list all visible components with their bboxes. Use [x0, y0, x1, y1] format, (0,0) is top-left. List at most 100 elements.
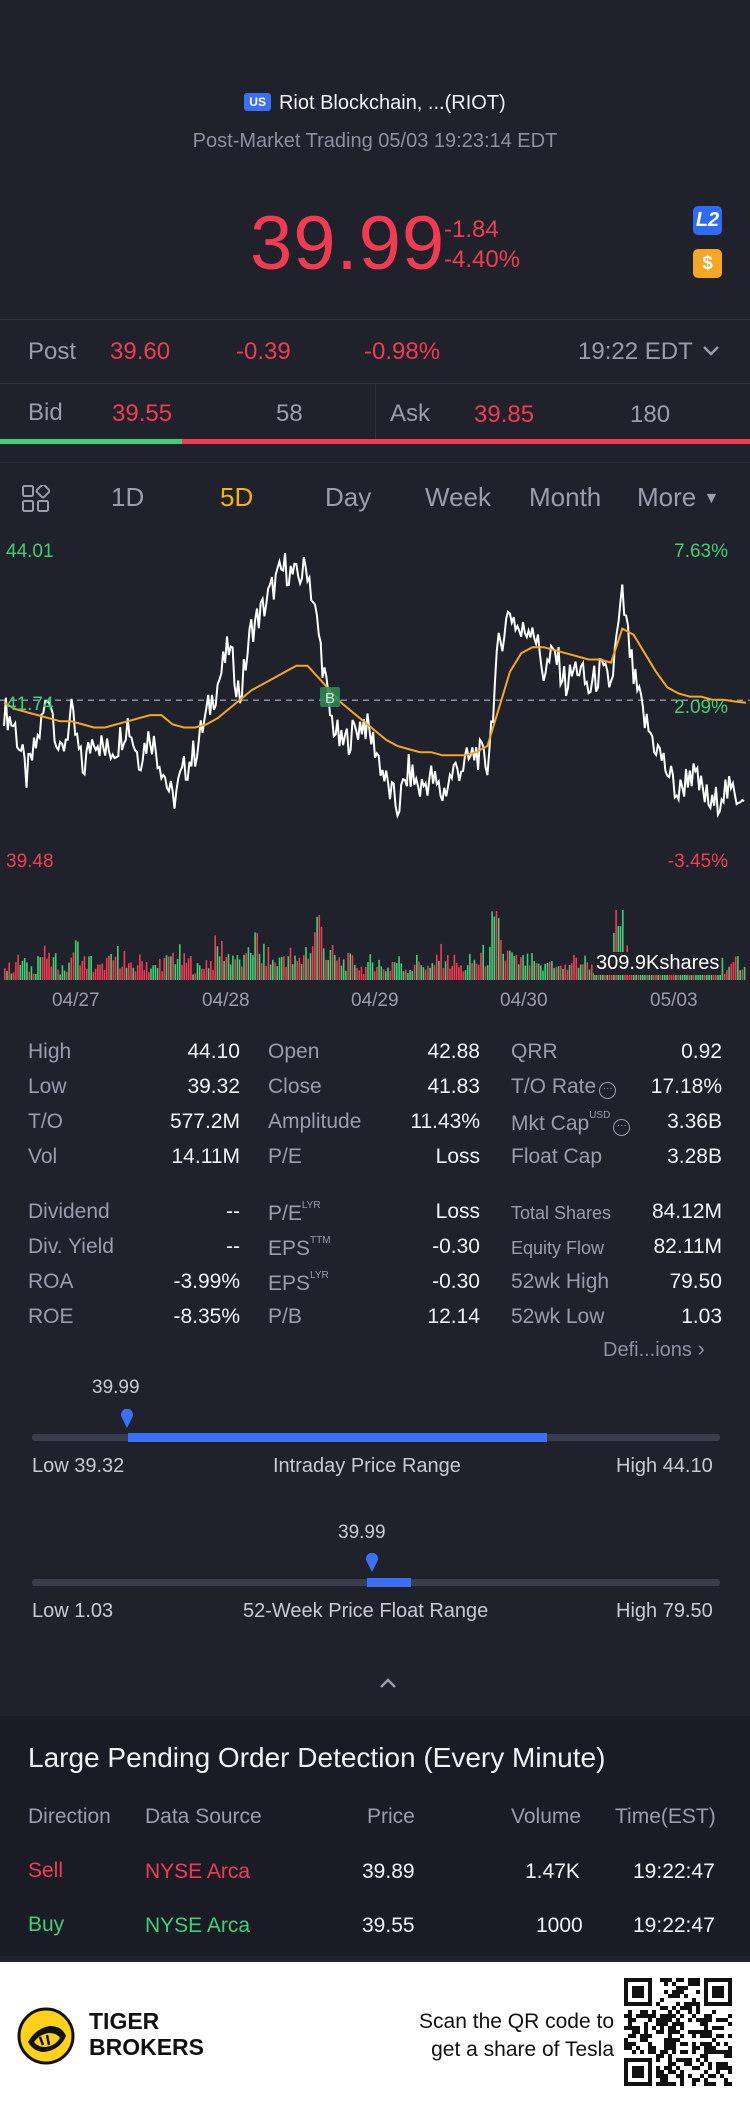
qr-module: [680, 2026, 684, 2030]
qr-module: [640, 2010, 644, 2014]
volume-bar: [318, 914, 321, 980]
qr-module: [672, 2082, 676, 2086]
volume-bar: [77, 941, 79, 980]
volume-bar: [81, 960, 84, 980]
qr-module: [628, 2046, 632, 2050]
stock-title[interactable]: US Riot Blockchain, ...(RIOT): [0, 92, 750, 115]
price-chart[interactable]: B: [0, 530, 750, 1000]
volume-bar: [451, 965, 453, 980]
y-axis-top-label: 44.01: [6, 541, 54, 562]
volume-bar: [314, 932, 316, 980]
volume-bar: [187, 958, 190, 980]
volume-bar: [376, 966, 378, 980]
qr-module: [680, 2014, 684, 2018]
tab-week[interactable]: Week: [425, 482, 491, 512]
volume-bar: [684, 974, 686, 980]
volume-bar: [291, 964, 294, 980]
qr-module: [640, 2002, 644, 2006]
qr-module: [676, 1990, 680, 1994]
qr-module: [688, 2006, 692, 2010]
volume-bar: [411, 970, 414, 980]
qr-module: [704, 1990, 708, 1994]
volume-bar: [597, 972, 600, 980]
tab-1d[interactable]: 1D: [111, 482, 145, 512]
volume-bar: [489, 946, 491, 980]
qr-module: [668, 2066, 672, 2070]
qr-module: [676, 2010, 680, 2014]
qr-module: [704, 1986, 708, 1990]
stat-value: -3.99%: [173, 1270, 240, 1293]
grid-icon[interactable]: [22, 485, 50, 513]
qr-module: [668, 2070, 672, 2074]
stat-label: 52wk Low: [511, 1305, 604, 1329]
qr-module: [676, 1978, 680, 1982]
volume-bar: [88, 956, 90, 980]
qr-module: [724, 2018, 728, 2022]
chart-canvas[interactable]: B: [0, 530, 750, 1000]
qr-module: [696, 1978, 700, 1982]
volume-bar: [57, 969, 59, 980]
qr-module: [728, 2002, 732, 2006]
volume-bar: [159, 958, 161, 980]
stat-value: 14.11M: [171, 1145, 241, 1168]
volume-bar: [119, 968, 121, 980]
qr-module: [680, 1986, 684, 1990]
qr-module: [656, 2022, 660, 2026]
volume-bar: [497, 918, 500, 980]
volume-bar: [225, 957, 228, 980]
tab-month[interactable]: Month: [529, 482, 602, 512]
intraday-title: Intraday Price Range: [273, 1455, 461, 1477]
volume-bar: [449, 968, 451, 980]
qr-module: [648, 2058, 652, 2062]
qr-module: [648, 2074, 652, 2078]
chevron-up-icon[interactable]: [378, 1676, 398, 1690]
buy-marker[interactable]: [320, 686, 341, 707]
qr-module: [708, 2066, 712, 2070]
volume-bar: [39, 957, 41, 980]
qr-module: [668, 2038, 672, 2042]
volume-bar: [502, 953, 504, 980]
tab-5d[interactable]: 5D: [220, 482, 254, 512]
quote-header: US Riot Blockchain, ...(RIOT) Post-Market…: [0, 0, 750, 320]
volume-bar: [194, 973, 197, 980]
qr-module: [696, 2058, 700, 2062]
volume-bar: [495, 911, 498, 980]
qr-module: [628, 2022, 632, 2026]
volume-bar: [351, 955, 354, 980]
level2-badge[interactable]: L2: [693, 206, 722, 235]
volume-bar: [223, 961, 225, 980]
volume-bar: [316, 916, 318, 980]
volume-bar: [245, 953, 247, 980]
qr-module: [720, 2002, 724, 2006]
volume-bar: [236, 955, 239, 980]
stat-value: --: [226, 1200, 240, 1223]
qr-module: [644, 2034, 648, 2038]
qr-code[interactable]: [624, 1978, 732, 2086]
qr-module: [660, 2030, 664, 2034]
volume-bar: [721, 957, 724, 980]
qr-module: [656, 2054, 660, 2058]
volume-bar: [276, 966, 278, 980]
info-icon[interactable]: ···: [613, 1119, 631, 1136]
qr-module: [724, 1978, 728, 1982]
volume-bar: [90, 956, 92, 980]
info-icon[interactable]: ···: [599, 1082, 617, 1099]
tab-day[interactable]: Day: [325, 482, 372, 512]
stat-label-text: 52wk Low: [511, 1305, 605, 1328]
dollar-icon[interactable]: $: [693, 249, 722, 278]
volume-bar: [365, 966, 367, 980]
qr-module: [624, 2066, 628, 2070]
qr-module: [632, 2070, 636, 2074]
volume-bar: [274, 962, 276, 980]
volume-bar: [17, 954, 19, 980]
volume-bar: [79, 965, 81, 980]
chevron-down-icon[interactable]: [702, 342, 720, 360]
volume-bar: [659, 972, 662, 980]
stat-label-text: T/O Rate: [511, 1075, 597, 1098]
volume-bar: [203, 969, 205, 980]
qr-module: [676, 2002, 680, 2006]
definitions-link[interactable]: Defi...ions ›: [603, 1336, 705, 1362]
qr-module: [664, 2022, 668, 2026]
tab-more[interactable]: More ▼: [637, 482, 719, 513]
qr-module: [712, 2038, 716, 2042]
